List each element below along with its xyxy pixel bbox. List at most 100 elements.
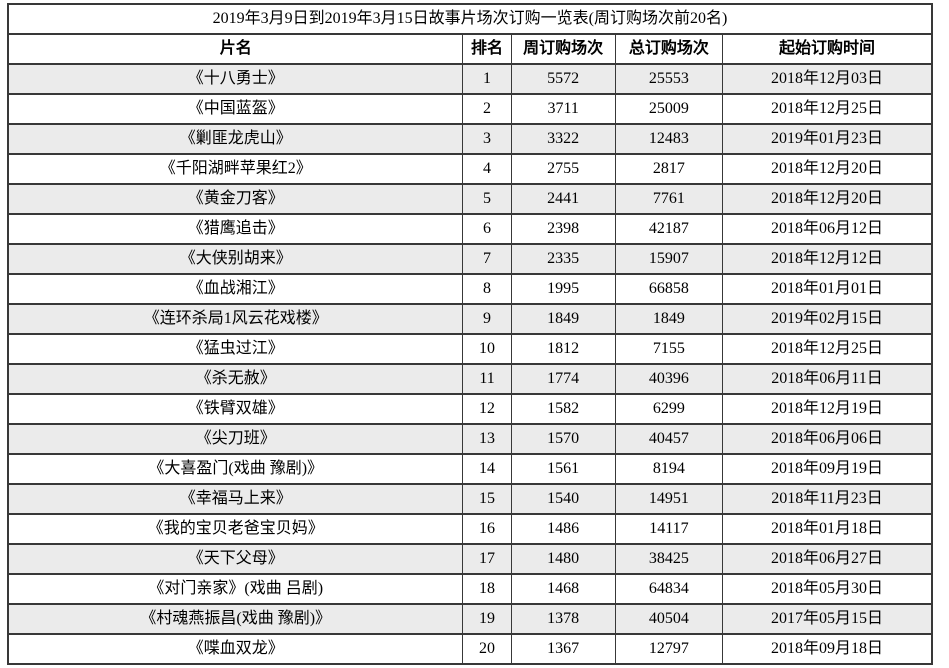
table-row: 《千阳湖畔苹果红2》 4 2755 2817 2018年12月20日 (7, 153, 933, 185)
start-date-cell: 2019年02月15日 (722, 303, 933, 335)
header-row: 片名 排名 周订购场次 总订购场次 起始订购时间 (7, 33, 933, 65)
start-date-cell: 2018年01月18日 (722, 513, 933, 545)
col-header-rank: 排名 (462, 33, 512, 65)
start-date-cell: 2018年06月06日 (722, 423, 933, 455)
table-row: 《村魂燕振昌(戏曲 豫剧)》 19 1378 40504 2017年05月15日 (7, 603, 933, 635)
rank-cell: 17 (462, 543, 512, 575)
table-row: 《杀无赦》 11 1774 40396 2018年06月11日 (7, 363, 933, 395)
rank-cell: 18 (462, 573, 512, 605)
weekly-bookings-cell: 1582 (510, 393, 616, 425)
table-row: 《猛虫过江》 10 1812 7155 2018年12月25日 (7, 333, 933, 365)
total-bookings-cell: 8194 (614, 453, 724, 485)
total-bookings-cell: 38425 (614, 543, 724, 575)
total-bookings-cell: 6299 (614, 393, 724, 425)
total-bookings-cell: 25553 (614, 63, 724, 95)
rank-cell: 12 (462, 393, 512, 425)
rank-cell: 10 (462, 333, 512, 365)
film-title-cell: 《铁臂双雄》 (7, 393, 464, 425)
rank-cell: 14 (462, 453, 512, 485)
film-title-cell: 《我的宝贝老爸宝贝妈》 (7, 513, 464, 545)
start-date-cell: 2018年12月19日 (722, 393, 933, 425)
weekly-bookings-cell: 5572 (510, 63, 616, 95)
start-date-cell: 2018年12月25日 (722, 93, 933, 125)
rank-cell: 3 (462, 123, 512, 155)
rank-cell: 13 (462, 423, 512, 455)
rank-cell: 9 (462, 303, 512, 335)
film-title-cell: 《中国蓝盔》 (7, 93, 464, 125)
table-row: 《对门亲家》(戏曲 吕剧) 18 1468 64834 2018年05月30日 (7, 573, 933, 605)
weekly-bookings-cell: 1367 (510, 633, 616, 665)
weekly-bookings-cell: 1774 (510, 363, 616, 395)
film-title-cell: 《大喜盈门(戏曲 豫剧)》 (7, 453, 464, 485)
weekly-bookings-cell: 3711 (510, 93, 616, 125)
total-bookings-cell: 64834 (614, 573, 724, 605)
table-title: 2019年3月9日到2019年3月15日故事片场次订购一览表(周订购场次前20名… (7, 3, 933, 35)
total-bookings-cell: 12483 (614, 123, 724, 155)
table-row: 《幸福马上来》 15 1540 14951 2018年11月23日 (7, 483, 933, 515)
weekly-bookings-cell: 2441 (510, 183, 616, 215)
film-booking-table: 2019年3月9日到2019年3月15日故事片场次订购一览表(周订购场次前20名… (7, 3, 933, 665)
weekly-bookings-cell: 2398 (510, 213, 616, 245)
table-row: 《十八勇士》 1 5572 25553 2018年12月03日 (7, 63, 933, 95)
table-row: 《大喜盈门(戏曲 豫剧)》 14 1561 8194 2018年09月19日 (7, 453, 933, 485)
film-title-cell: 《猛虫过江》 (7, 333, 464, 365)
table-row: 《中国蓝盔》 2 3711 25009 2018年12月25日 (7, 93, 933, 125)
table-row: 《连环杀局1风云花戏楼》 9 1849 1849 2019年02月15日 (7, 303, 933, 335)
col-header-film-title: 片名 (7, 33, 464, 65)
film-title-cell: 《大侠别胡来》 (7, 243, 464, 275)
total-bookings-cell: 14951 (614, 483, 724, 515)
weekly-bookings-cell: 1378 (510, 603, 616, 635)
start-date-cell: 2018年05月30日 (722, 573, 933, 605)
start-date-cell: 2018年12月20日 (722, 183, 933, 215)
weekly-bookings-cell: 2335 (510, 243, 616, 275)
rank-cell: 5 (462, 183, 512, 215)
col-header-weekly-bookings: 周订购场次 (510, 33, 616, 65)
film-title-cell: 《千阳湖畔苹果红2》 (7, 153, 464, 185)
total-bookings-cell: 7155 (614, 333, 724, 365)
film-title-cell: 《杀无赦》 (7, 363, 464, 395)
start-date-cell: 2019年01月23日 (722, 123, 933, 155)
film-title-cell: 《黄金刀客》 (7, 183, 464, 215)
total-bookings-cell: 25009 (614, 93, 724, 125)
table-row: 《猎鹰追击》 6 2398 42187 2018年06月12日 (7, 213, 933, 245)
table-row: 《血战湘江》 8 1995 66858 2018年01月01日 (7, 273, 933, 305)
total-bookings-cell: 40457 (614, 423, 724, 455)
table-row: 《黄金刀客》 5 2441 7761 2018年12月20日 (7, 183, 933, 215)
rank-cell: 7 (462, 243, 512, 275)
table-row: 《尖刀班》 13 1570 40457 2018年06月06日 (7, 423, 933, 455)
weekly-bookings-cell: 1468 (510, 573, 616, 605)
film-title-cell: 《幸福马上来》 (7, 483, 464, 515)
start-date-cell: 2018年12月20日 (722, 153, 933, 185)
film-title-cell: 《十八勇士》 (7, 63, 464, 95)
film-title-cell: 《村魂燕振昌(戏曲 豫剧)》 (7, 603, 464, 635)
start-date-cell: 2018年09月19日 (722, 453, 933, 485)
weekly-bookings-cell: 1570 (510, 423, 616, 455)
weekly-bookings-cell: 1540 (510, 483, 616, 515)
title-row: 2019年3月9日到2019年3月15日故事片场次订购一览表(周订购场次前20名… (7, 3, 933, 35)
weekly-bookings-cell: 3322 (510, 123, 616, 155)
weekly-bookings-cell: 2755 (510, 153, 616, 185)
col-header-total-bookings: 总订购场次 (614, 33, 724, 65)
film-title-cell: 《血战湘江》 (7, 273, 464, 305)
table-body: 《十八勇士》 1 5572 25553 2018年12月03日 《中国蓝盔》 2… (7, 63, 933, 665)
weekly-bookings-cell: 1486 (510, 513, 616, 545)
film-title-cell: 《剿匪龙虎山》 (7, 123, 464, 155)
rank-cell: 20 (462, 633, 512, 665)
total-bookings-cell: 66858 (614, 273, 724, 305)
start-date-cell: 2018年09月18日 (722, 633, 933, 665)
weekly-bookings-cell: 1812 (510, 333, 616, 365)
table-row: 《剿匪龙虎山》 3 3322 12483 2019年01月23日 (7, 123, 933, 155)
rank-cell: 4 (462, 153, 512, 185)
start-date-cell: 2018年06月12日 (722, 213, 933, 245)
film-title-cell: 《对门亲家》(戏曲 吕剧) (7, 573, 464, 605)
total-bookings-cell: 40504 (614, 603, 724, 635)
total-bookings-cell: 2817 (614, 153, 724, 185)
table-row: 《大侠别胡来》 7 2335 15907 2018年12月12日 (7, 243, 933, 275)
rank-cell: 2 (462, 93, 512, 125)
weekly-bookings-cell: 1480 (510, 543, 616, 575)
rank-cell: 8 (462, 273, 512, 305)
rank-cell: 19 (462, 603, 512, 635)
col-header-start-date: 起始订购时间 (722, 33, 933, 65)
table-row: 《铁臂双雄》 12 1582 6299 2018年12月19日 (7, 393, 933, 425)
